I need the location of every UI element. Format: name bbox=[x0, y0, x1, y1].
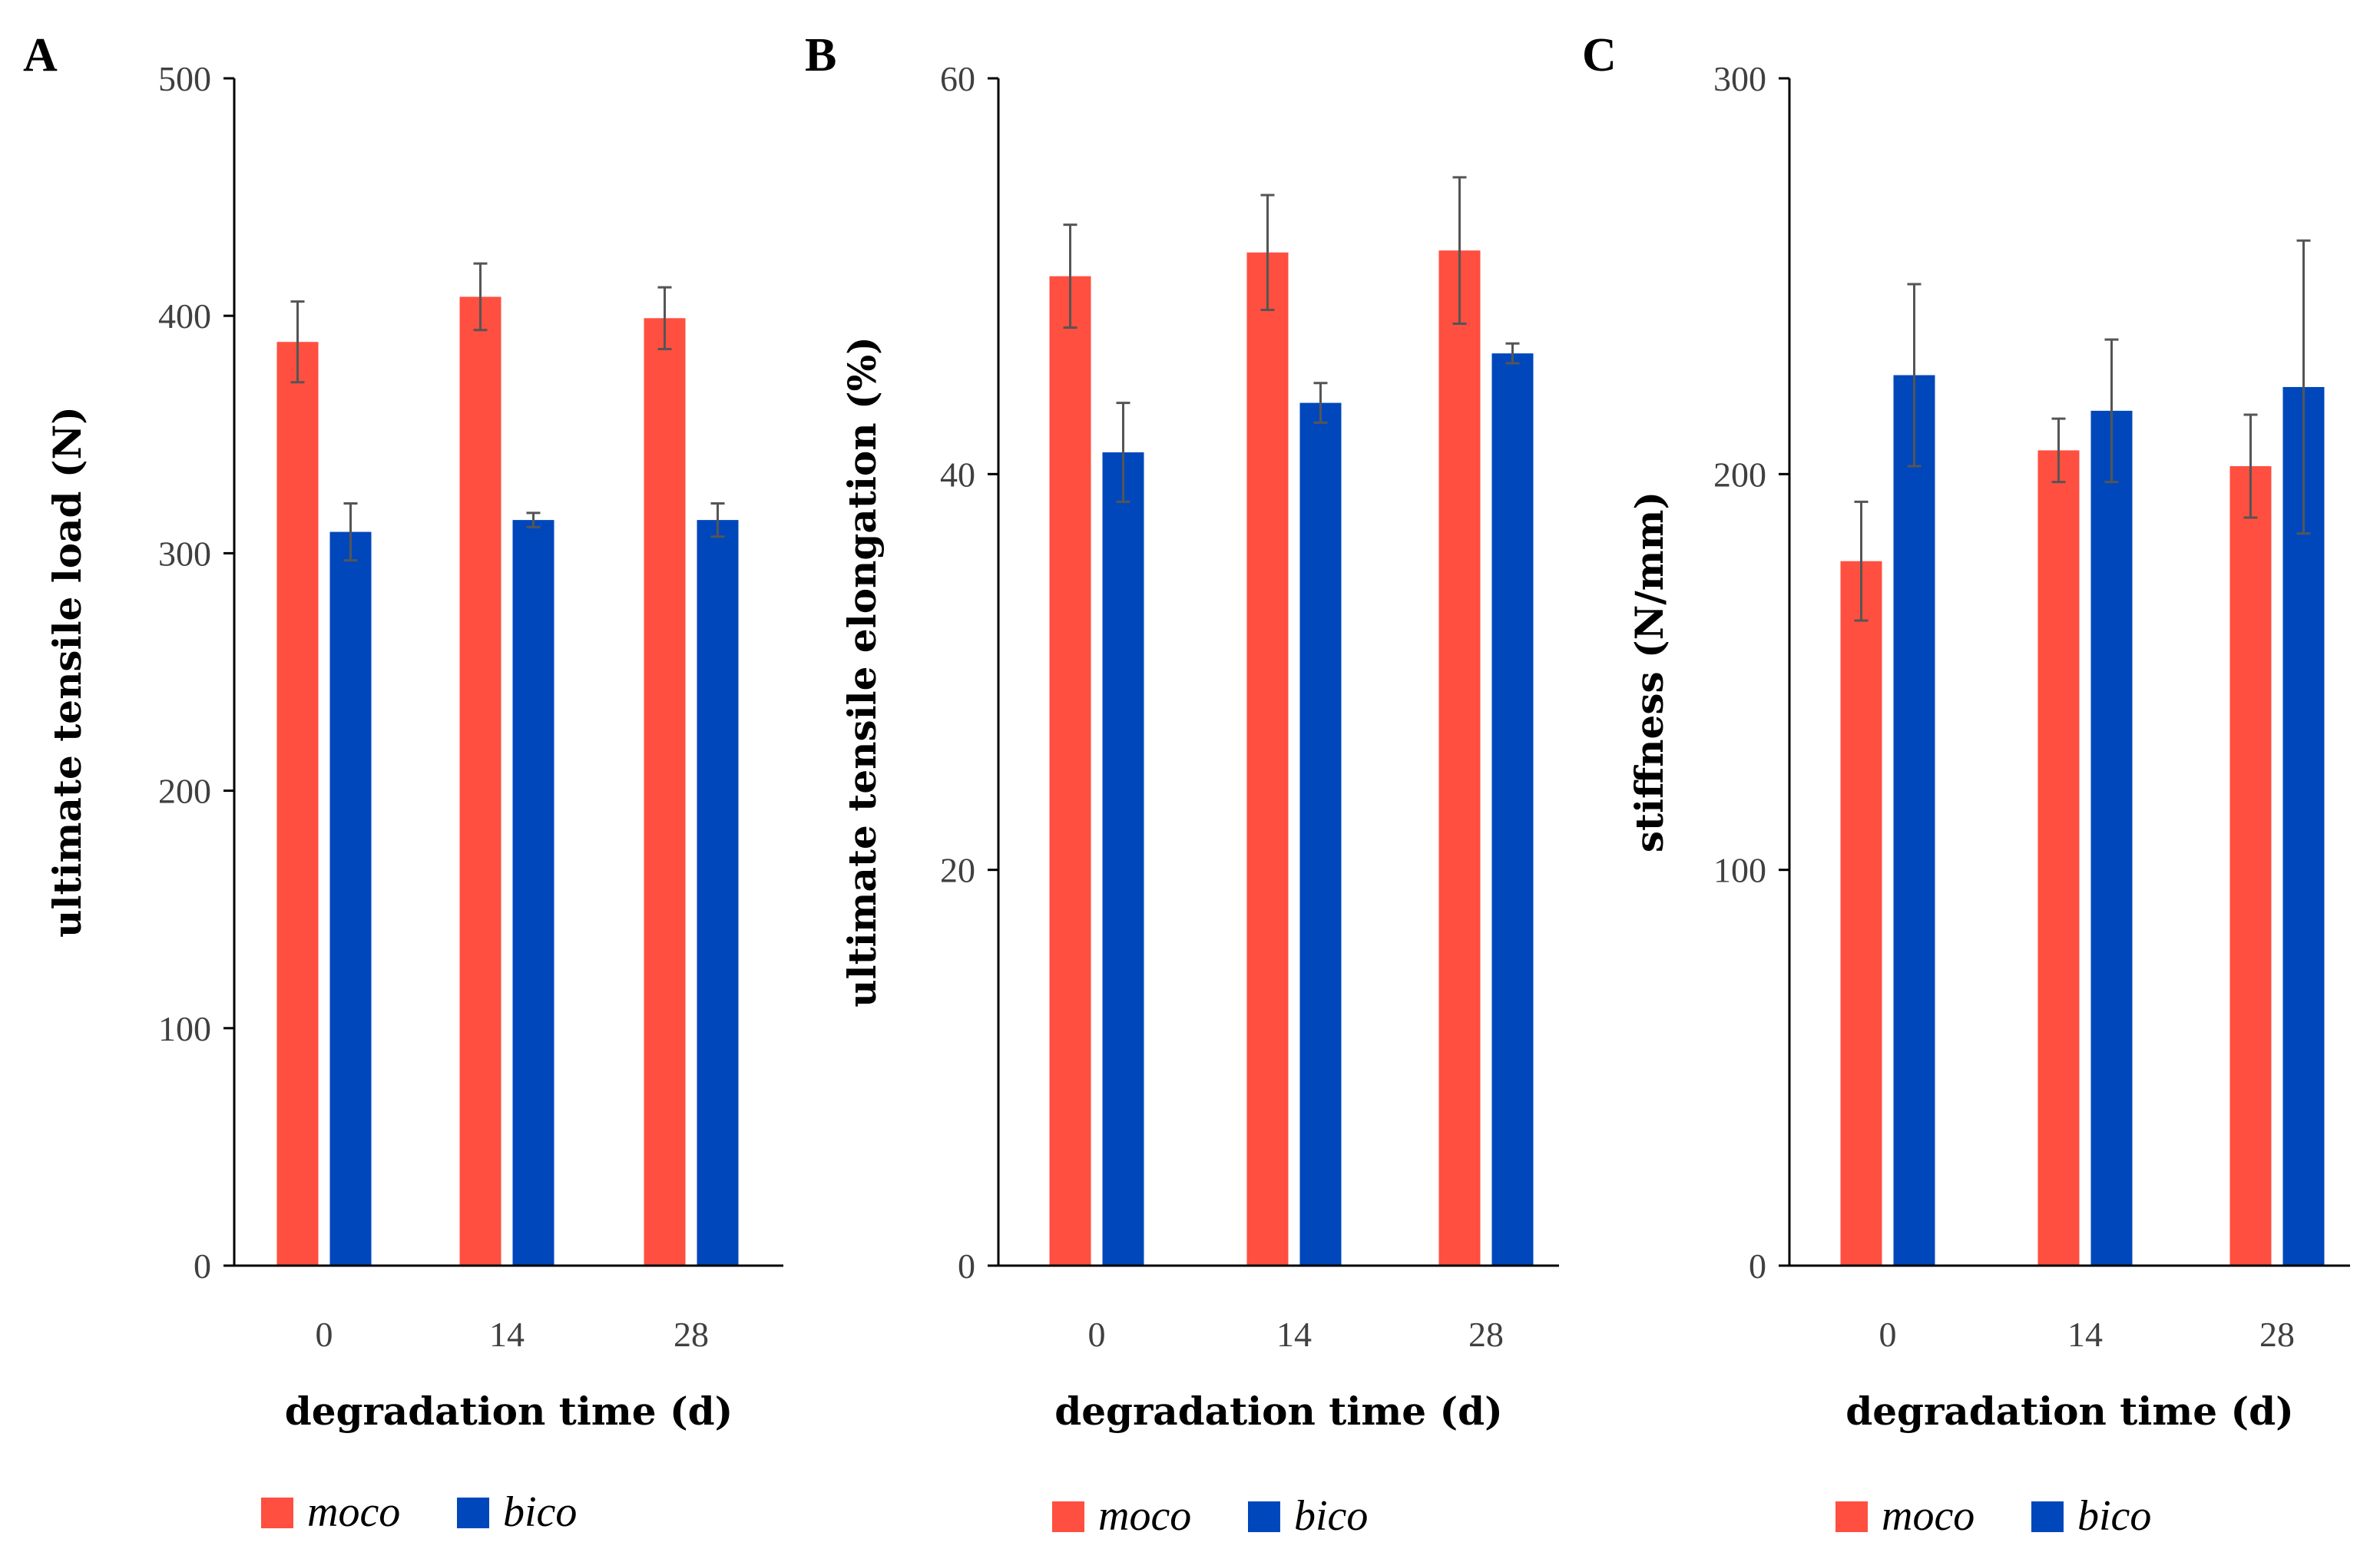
x-axis-title: degradation time (d) bbox=[285, 1389, 733, 1434]
x-tick-label: 14 bbox=[1276, 1315, 1312, 1354]
legend-label-bico: bico bbox=[1294, 1492, 1368, 1540]
x-tick-label: 0 bbox=[1088, 1315, 1106, 1354]
y-tick-label: 0 bbox=[194, 1246, 211, 1286]
bar-bico-0 bbox=[1893, 375, 1935, 1266]
x-tick-label: 0 bbox=[316, 1315, 333, 1354]
bar-moco-14 bbox=[2037, 450, 2080, 1266]
bar-moco-0 bbox=[1840, 561, 1882, 1266]
bar-bico-0 bbox=[329, 531, 372, 1266]
panel-letter: B bbox=[805, 29, 836, 81]
x-tick-label: 28 bbox=[674, 1315, 709, 1354]
bar-moco-14 bbox=[1246, 252, 1289, 1266]
x-tick-label: 28 bbox=[2259, 1315, 2295, 1354]
bar-moco-0 bbox=[1049, 276, 1091, 1266]
bar-moco-14 bbox=[459, 296, 501, 1266]
y-tick-label: 0 bbox=[958, 1246, 975, 1286]
legend-swatch-bico bbox=[2031, 1501, 2064, 1532]
legend-swatch-bico bbox=[1248, 1501, 1280, 1532]
bar-bico-28 bbox=[697, 520, 739, 1266]
bar-bico-14 bbox=[2090, 410, 2133, 1266]
x-tick-label: 14 bbox=[2067, 1315, 2103, 1354]
legend-swatch-moco bbox=[1052, 1501, 1084, 1532]
x-tick-label: 0 bbox=[1879, 1315, 1897, 1354]
y-tick-label: 100 bbox=[158, 1009, 211, 1048]
bar-moco-28 bbox=[2229, 466, 2272, 1266]
bar-bico-14 bbox=[1299, 402, 1342, 1266]
bar-bico-0 bbox=[1102, 452, 1144, 1266]
y-tick-label: 400 bbox=[158, 296, 211, 336]
legend-swatch-moco bbox=[261, 1498, 293, 1528]
legend-swatch-moco bbox=[1835, 1501, 1868, 1532]
legend-label-moco: moco bbox=[307, 1488, 400, 1536]
x-axis-title: degradation time (d) bbox=[1054, 1389, 1503, 1434]
bar-moco-0 bbox=[276, 342, 319, 1266]
y-tick-label: 0 bbox=[1749, 1246, 1766, 1286]
chart-panel-a: A 0 100 200 300 400 500 0 14 28 degradation time (… bbox=[23, 29, 783, 1536]
y-axis-title: ultimate tensile elongation (%) bbox=[839, 336, 885, 1008]
bar-bico-28 bbox=[1491, 353, 1534, 1266]
y-tick-label: 500 bbox=[158, 59, 211, 98]
bar-moco-28 bbox=[644, 318, 686, 1266]
y-axis-title: stiffness (N/mm) bbox=[1627, 492, 1672, 852]
x-tick-label: 28 bbox=[1468, 1315, 1504, 1354]
legend-label-bico: bico bbox=[2077, 1492, 2151, 1540]
bar-bico-14 bbox=[512, 520, 554, 1266]
y-tick-label: 20 bbox=[940, 851, 975, 890]
y-tick-label: 100 bbox=[1713, 851, 1766, 890]
legend-label-moco: moco bbox=[1098, 1492, 1191, 1540]
x-axis-title: degradation time (d) bbox=[1845, 1389, 2294, 1434]
legend-swatch-bico bbox=[457, 1498, 489, 1528]
y-tick-label: 200 bbox=[158, 772, 211, 811]
panel-letter: A bbox=[23, 29, 58, 81]
y-tick-label: 40 bbox=[940, 455, 975, 494]
y-axis-title: ultimate tensile load (N) bbox=[45, 406, 90, 938]
legend-label-bico: bico bbox=[503, 1488, 577, 1536]
chart-panel-c: C 0 100 200 300 0 14 28 degradation time (d) stif… bbox=[1582, 29, 2350, 1540]
bar-moco-28 bbox=[1438, 250, 1481, 1266]
y-tick-label: 300 bbox=[1713, 59, 1766, 98]
y-tick-label: 300 bbox=[158, 534, 211, 573]
panel-letter: C bbox=[1582, 29, 1617, 81]
y-tick-label: 200 bbox=[1713, 455, 1766, 494]
x-tick-label: 14 bbox=[489, 1315, 525, 1354]
chart-panel-b: B 0 20 40 60 0 14 28 degradation time (d) ultimat… bbox=[805, 29, 1559, 1540]
y-tick-label: 60 bbox=[940, 59, 975, 98]
legend-label-moco: moco bbox=[1882, 1492, 1975, 1540]
